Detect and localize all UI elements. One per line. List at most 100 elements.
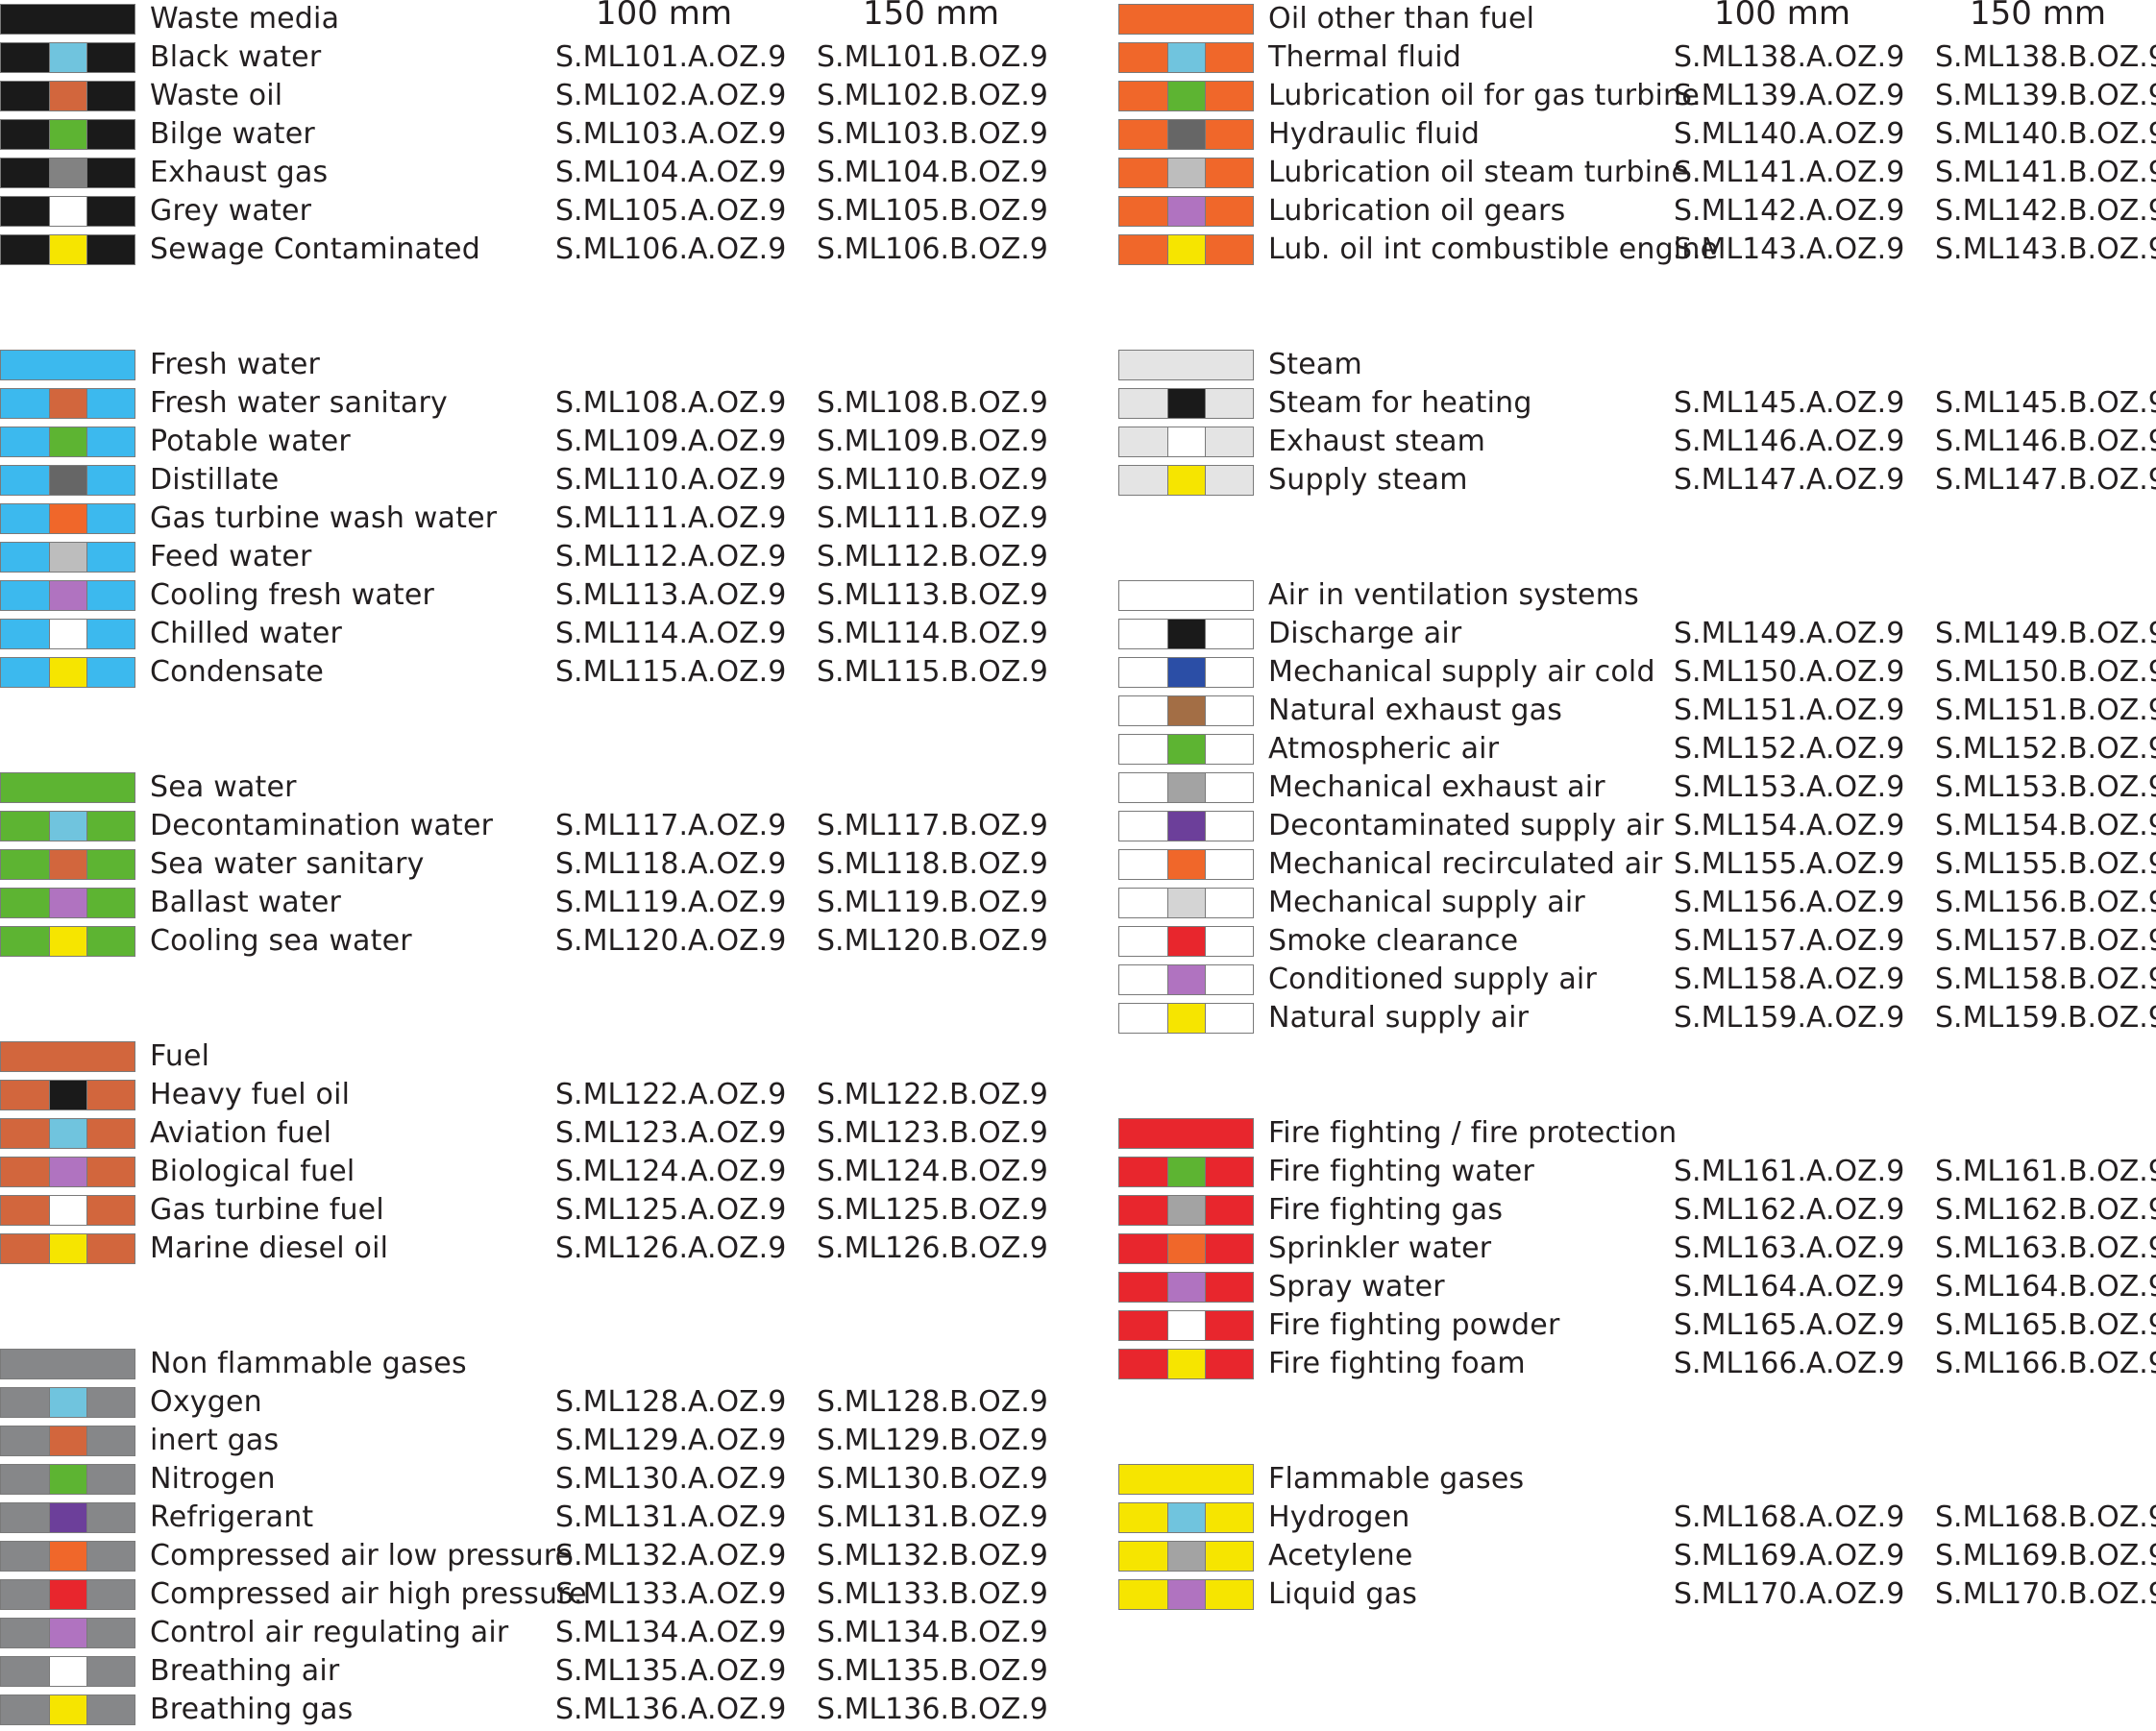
legend-row-thermal-fluid: Thermal fluid S.ML138.A.OZ.9 S.ML138.B.OZ.… bbox=[1118, 38, 2156, 74]
medium-label: Refrigerant bbox=[150, 1500, 314, 1534]
color-swatch bbox=[0, 542, 135, 573]
code-100mm: S.ML135.A.OZ.9 bbox=[555, 1654, 787, 1688]
medium-label: Natural exhaust gas bbox=[1268, 694, 1563, 727]
code-150mm: S.ML126.B.OZ.9 bbox=[817, 1231, 1048, 1265]
code-100mm: S.ML169.A.OZ.9 bbox=[1674, 1539, 1905, 1573]
code-150mm: S.ML147.B.OZ.9 bbox=[1935, 463, 2156, 497]
legend-row-sewage-contaminated: Sewage Contaminated S.ML106.A.OZ.9 S.ML106… bbox=[0, 231, 1057, 266]
code-150mm: S.ML104.B.OZ.9 bbox=[817, 156, 1048, 189]
code-100mm: S.ML139.A.OZ.9 bbox=[1674, 79, 1905, 112]
medium-label: Spray water bbox=[1268, 1270, 1445, 1304]
code-100mm: S.ML111.A.OZ.9 bbox=[555, 501, 787, 535]
medium-label: Control air regulating air bbox=[150, 1616, 509, 1649]
medium-label: Lubrication oil steam turbine bbox=[1268, 156, 1690, 189]
code-150mm: S.ML141.B.OZ.9 bbox=[1935, 156, 2156, 189]
code-100mm: S.ML117.A.OZ.9 bbox=[555, 809, 787, 842]
code-150mm: S.ML157.B.OZ.9 bbox=[1935, 924, 2156, 958]
code-100mm: S.ML164.A.OZ.9 bbox=[1674, 1270, 1905, 1304]
code-100mm: S.ML129.A.OZ.9 bbox=[555, 1424, 787, 1457]
code-150mm: S.ML169.B.OZ.9 bbox=[1935, 1539, 2156, 1573]
color-stripe bbox=[1167, 927, 1206, 956]
color-stripe bbox=[1167, 1196, 1206, 1225]
color-swatch bbox=[0, 849, 135, 880]
legend-row-non-flammable-gases: Non flammable gases bbox=[0, 1345, 1057, 1380]
code-150mm: S.ML155.B.OZ.9 bbox=[1935, 847, 2156, 881]
legend-row-biological-fuel: Biological fuel S.ML124.A.OZ.9 S.ML124.B.O… bbox=[0, 1153, 1057, 1188]
legend-row-inert-gas: inert gas S.ML129.A.OZ.9 S.ML129.B.OZ.9 bbox=[0, 1422, 1057, 1457]
code-100mm: S.ML155.A.OZ.9 bbox=[1674, 847, 1905, 881]
color-stripe bbox=[49, 1695, 87, 1724]
legend-row-marine-diesel-oil: Marine diesel oil S.ML126.A.OZ.9 S.ML126.B… bbox=[0, 1230, 1057, 1265]
color-stripe bbox=[49, 1542, 87, 1571]
legend-row-refrigerant: Refrigerant S.ML131.A.OZ.9 S.ML131.B.OZ.9 bbox=[0, 1499, 1057, 1534]
legend-row-waste-media: Waste media 100 mm 150 mm bbox=[0, 0, 1057, 36]
color-swatch bbox=[1118, 657, 1254, 688]
legend-row-fuel: Fuel bbox=[0, 1037, 1057, 1073]
code-150mm: S.ML164.B.OZ.9 bbox=[1935, 1270, 2156, 1304]
color-stripe bbox=[49, 427, 87, 456]
legend-row-hydraulic-fluid: Hydraulic fluid S.ML140.A.OZ.9 S.ML140.B.O… bbox=[1118, 115, 2156, 151]
color-stripe bbox=[49, 120, 87, 149]
color-stripe bbox=[1167, 466, 1206, 495]
code-100mm: S.ML170.A.OZ.9 bbox=[1674, 1577, 1905, 1611]
legend-row-fire-fighting-powder: Fire fighting powder S.ML165.A.OZ.9 S.ML16… bbox=[1118, 1306, 2156, 1342]
color-swatch bbox=[0, 1694, 135, 1725]
color-swatch bbox=[1118, 1272, 1254, 1303]
legend-row-gas-turbine-wash-water: Gas turbine wash water S.ML111.A.OZ.9 S.ML… bbox=[0, 500, 1057, 535]
color-swatch bbox=[1118, 1579, 1254, 1610]
medium-label: Black water bbox=[150, 40, 322, 74]
code-100mm: S.ML150.A.OZ.9 bbox=[1674, 655, 1905, 689]
color-swatch bbox=[1118, 964, 1254, 995]
legend-row-control-air-regulating-air: Control air regulating air S.ML134.A.OZ.9… bbox=[0, 1614, 1057, 1649]
color-stripe bbox=[1167, 389, 1206, 418]
color-swatch bbox=[0, 1080, 135, 1110]
color-swatch bbox=[1118, 119, 1254, 150]
color-stripe bbox=[1167, 773, 1206, 802]
color-swatch bbox=[0, 811, 135, 841]
medium-label: Fire fighting / fire protection bbox=[1268, 1116, 1678, 1150]
color-swatch bbox=[0, 1656, 135, 1687]
legend-row-bilge-water: Bilge water S.ML103.A.OZ.9 S.ML103.B.OZ.9 bbox=[0, 115, 1057, 151]
color-swatch bbox=[1118, 427, 1254, 457]
color-stripe bbox=[49, 43, 87, 72]
color-stripe bbox=[1167, 1311, 1206, 1340]
legend-row-flammable-gases: Flammable gases bbox=[1118, 1460, 2156, 1496]
medium-label: Decontaminated supply air bbox=[1268, 809, 1664, 842]
color-swatch bbox=[0, 4, 135, 35]
color-stripe bbox=[1167, 696, 1206, 725]
legend-row-grey-water: Grey water S.ML105.A.OZ.9 S.ML105.B.OZ.9 bbox=[0, 192, 1057, 228]
code-150mm: S.ML158.B.OZ.9 bbox=[1935, 963, 2156, 996]
legend-row-aviation-fuel: Aviation fuel S.ML123.A.OZ.9 S.ML123.B.OZ.… bbox=[0, 1114, 1057, 1150]
medium-label: Non flammable gases bbox=[150, 1347, 467, 1380]
color-swatch bbox=[1118, 580, 1254, 611]
code-150mm: S.ML123.B.OZ.9 bbox=[817, 1116, 1048, 1150]
color-swatch bbox=[1118, 42, 1254, 73]
color-stripe bbox=[1167, 1542, 1206, 1571]
color-stripe bbox=[49, 1619, 87, 1647]
legend-row-black-water: Black water S.ML101.A.OZ.9 S.ML101.B.OZ.9 bbox=[0, 38, 1057, 74]
legend-row-decontaminated-supply-air: Decontaminated supply air S.ML154.A.OZ.9 S… bbox=[1118, 807, 2156, 842]
medium-label: Flammable gases bbox=[1268, 1462, 1525, 1496]
color-stripe bbox=[49, 389, 87, 418]
code-150mm: S.ML156.B.OZ.9 bbox=[1935, 886, 2156, 919]
color-swatch bbox=[0, 1618, 135, 1648]
code-150mm: S.ML162.B.OZ.9 bbox=[1935, 1193, 2156, 1227]
color-swatch bbox=[0, 350, 135, 380]
legend-row-exhaust-gas: Exhaust gas S.ML104.A.OZ.9 S.ML104.B.OZ.9 bbox=[0, 154, 1057, 189]
color-stripe bbox=[1167, 427, 1206, 456]
medium-label: Distillate bbox=[150, 463, 280, 497]
color-swatch bbox=[1118, 196, 1254, 227]
medium-label: Nitrogen bbox=[150, 1462, 276, 1496]
color-stripe bbox=[1167, 850, 1206, 879]
medium-label: Exhaust steam bbox=[1268, 425, 1486, 458]
code-100mm: S.ML122.A.OZ.9 bbox=[555, 1078, 787, 1111]
code-100mm: S.ML152.A.OZ.9 bbox=[1674, 732, 1905, 766]
code-150mm: S.ML131.B.OZ.9 bbox=[817, 1500, 1048, 1534]
color-stripe bbox=[1167, 120, 1206, 149]
code-100mm: S.ML108.A.OZ.9 bbox=[555, 386, 787, 420]
code-150mm: S.ML101.B.OZ.9 bbox=[817, 40, 1048, 74]
size-header-150mm: 150 mm bbox=[863, 0, 999, 33]
code-100mm: S.ML128.A.OZ.9 bbox=[555, 1385, 787, 1419]
code-150mm: S.ML139.B.OZ.9 bbox=[1935, 79, 2156, 112]
color-swatch bbox=[0, 1041, 135, 1072]
